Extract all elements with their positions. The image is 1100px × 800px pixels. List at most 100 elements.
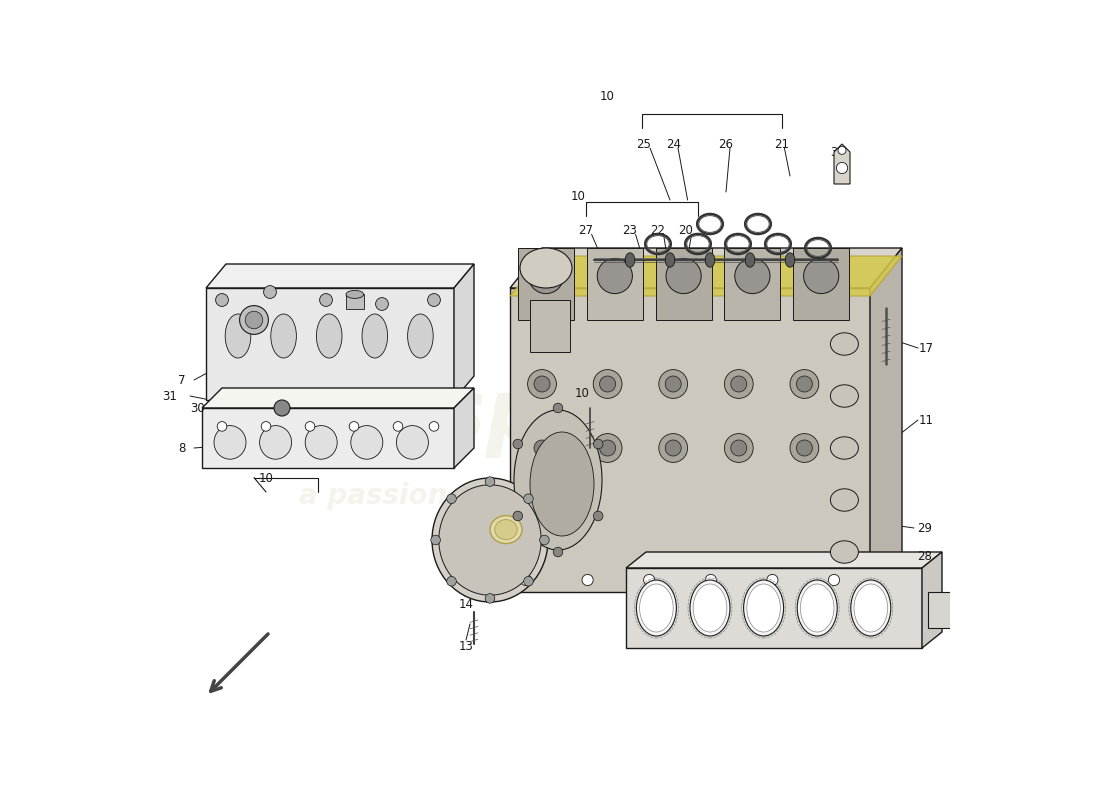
Ellipse shape bbox=[747, 584, 780, 632]
Circle shape bbox=[528, 370, 557, 398]
Polygon shape bbox=[454, 388, 474, 468]
Bar bbox=[725, 248, 780, 320]
Text: 23: 23 bbox=[623, 224, 637, 237]
Ellipse shape bbox=[830, 541, 858, 563]
Bar bbox=[530, 300, 570, 352]
Circle shape bbox=[593, 434, 622, 462]
Circle shape bbox=[264, 286, 276, 298]
Circle shape bbox=[216, 294, 229, 306]
Circle shape bbox=[447, 577, 456, 586]
Circle shape bbox=[597, 258, 632, 294]
Circle shape bbox=[593, 511, 603, 521]
Polygon shape bbox=[510, 248, 902, 288]
Circle shape bbox=[790, 434, 818, 462]
Circle shape bbox=[725, 434, 754, 462]
Ellipse shape bbox=[639, 584, 673, 632]
Circle shape bbox=[524, 577, 534, 586]
Bar bbox=[928, 592, 950, 628]
Text: 32: 32 bbox=[830, 146, 846, 158]
Text: 7: 7 bbox=[178, 374, 186, 386]
Polygon shape bbox=[626, 568, 922, 648]
Ellipse shape bbox=[432, 478, 548, 602]
Ellipse shape bbox=[850, 580, 891, 636]
Circle shape bbox=[428, 294, 440, 306]
Circle shape bbox=[767, 574, 778, 586]
Polygon shape bbox=[834, 144, 850, 184]
Circle shape bbox=[666, 440, 681, 456]
Polygon shape bbox=[202, 388, 474, 408]
Ellipse shape bbox=[830, 333, 858, 355]
Circle shape bbox=[553, 403, 563, 413]
Circle shape bbox=[349, 422, 359, 431]
Circle shape bbox=[666, 376, 681, 392]
Bar bbox=[586, 248, 642, 320]
Circle shape bbox=[659, 434, 688, 462]
Circle shape bbox=[534, 376, 550, 392]
Circle shape bbox=[790, 370, 818, 398]
Circle shape bbox=[375, 298, 388, 310]
Circle shape bbox=[524, 494, 534, 503]
Text: 20: 20 bbox=[679, 224, 693, 237]
Ellipse shape bbox=[520, 248, 572, 288]
Circle shape bbox=[245, 311, 263, 329]
Circle shape bbox=[240, 306, 268, 334]
Ellipse shape bbox=[705, 253, 715, 267]
Ellipse shape bbox=[214, 426, 246, 459]
Circle shape bbox=[305, 422, 315, 431]
Text: eurospares: eurospares bbox=[213, 374, 758, 458]
Polygon shape bbox=[202, 408, 454, 468]
Text: a passion for parts: a passion for parts bbox=[299, 482, 593, 510]
Circle shape bbox=[431, 535, 440, 545]
Ellipse shape bbox=[625, 253, 635, 267]
Text: 26: 26 bbox=[718, 138, 734, 150]
Circle shape bbox=[513, 439, 522, 449]
Text: 22: 22 bbox=[650, 224, 666, 237]
Circle shape bbox=[485, 477, 495, 486]
Text: 10: 10 bbox=[258, 472, 274, 485]
Circle shape bbox=[796, 376, 813, 392]
Circle shape bbox=[644, 574, 654, 586]
Ellipse shape bbox=[666, 253, 674, 267]
Ellipse shape bbox=[785, 253, 795, 267]
Polygon shape bbox=[454, 264, 474, 400]
Circle shape bbox=[796, 440, 813, 456]
Text: 10: 10 bbox=[571, 190, 585, 202]
Circle shape bbox=[730, 376, 747, 392]
Ellipse shape bbox=[408, 314, 433, 358]
Polygon shape bbox=[626, 552, 942, 568]
Circle shape bbox=[666, 258, 701, 294]
Text: 11: 11 bbox=[918, 414, 934, 426]
Text: 28: 28 bbox=[917, 550, 932, 562]
Circle shape bbox=[320, 294, 332, 306]
Polygon shape bbox=[206, 288, 454, 400]
Circle shape bbox=[659, 370, 688, 398]
Ellipse shape bbox=[854, 584, 888, 632]
Circle shape bbox=[600, 440, 616, 456]
Circle shape bbox=[735, 258, 770, 294]
Circle shape bbox=[528, 258, 563, 294]
Text: 30: 30 bbox=[190, 402, 206, 414]
Ellipse shape bbox=[271, 314, 296, 358]
Polygon shape bbox=[922, 552, 942, 648]
Circle shape bbox=[582, 574, 593, 586]
Ellipse shape bbox=[439, 485, 541, 595]
Ellipse shape bbox=[744, 580, 783, 636]
Circle shape bbox=[804, 258, 839, 294]
Text: 17: 17 bbox=[918, 342, 934, 354]
Ellipse shape bbox=[530, 432, 594, 536]
Ellipse shape bbox=[637, 580, 676, 636]
Bar bbox=[518, 248, 574, 320]
Ellipse shape bbox=[317, 314, 342, 358]
Ellipse shape bbox=[260, 426, 292, 459]
Ellipse shape bbox=[690, 580, 730, 636]
Ellipse shape bbox=[495, 520, 517, 539]
Text: 10: 10 bbox=[574, 387, 590, 400]
Circle shape bbox=[593, 439, 603, 449]
Circle shape bbox=[828, 574, 839, 586]
Text: 12: 12 bbox=[566, 478, 582, 490]
Circle shape bbox=[553, 547, 563, 557]
Text: 13: 13 bbox=[459, 640, 473, 653]
Ellipse shape bbox=[351, 426, 383, 459]
Ellipse shape bbox=[830, 385, 858, 407]
Circle shape bbox=[540, 535, 549, 545]
